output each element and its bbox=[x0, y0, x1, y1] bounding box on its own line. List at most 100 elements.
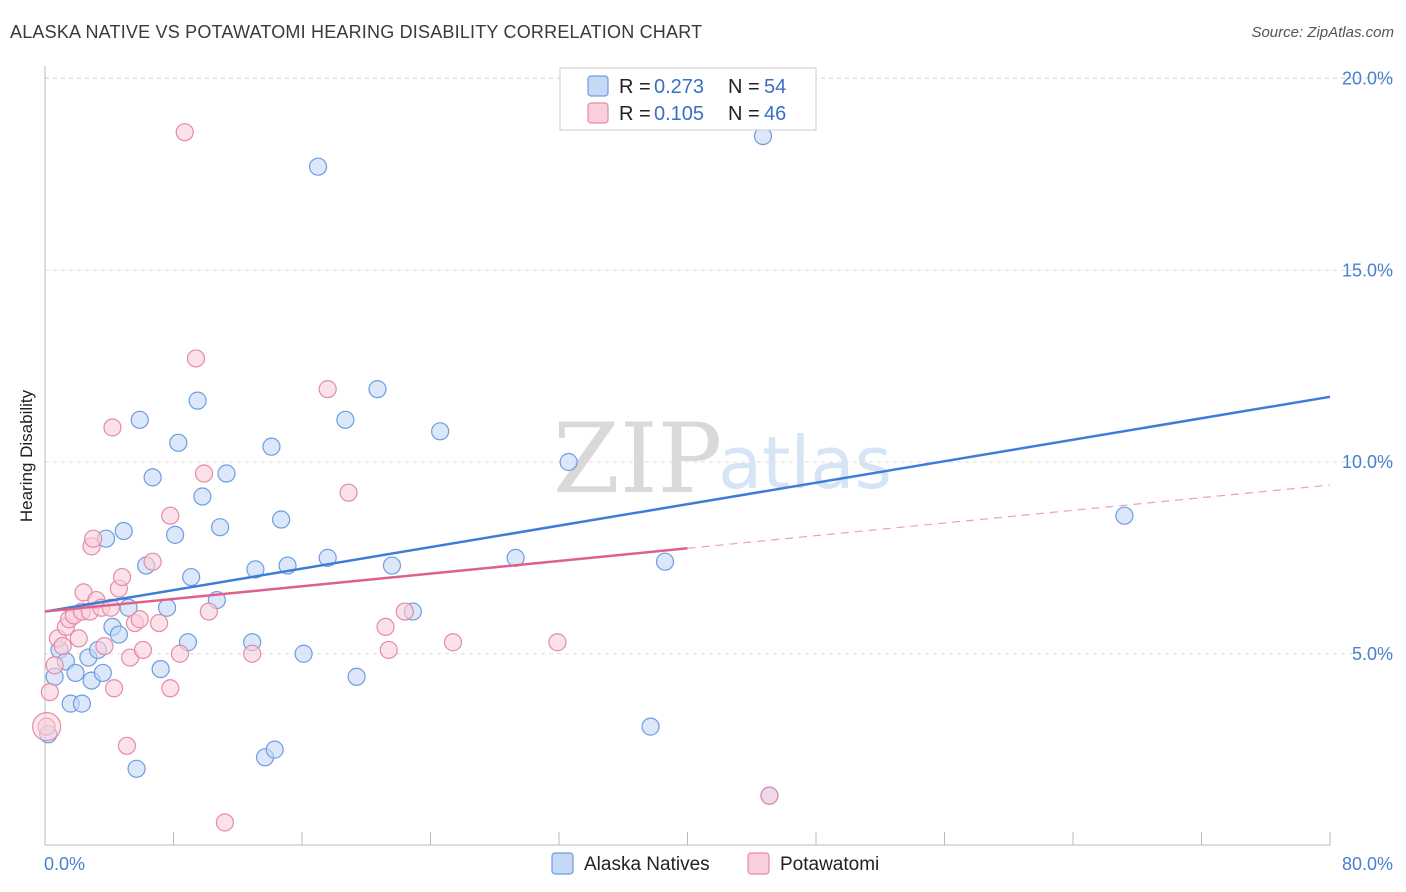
y-axis-title: Hearing Disability bbox=[17, 389, 36, 522]
alaska-natives-point bbox=[641, 717, 660, 736]
alaska-natives-point bbox=[655, 552, 675, 571]
alaska-natives-point bbox=[157, 598, 177, 617]
alaska-natives-point bbox=[66, 663, 85, 683]
potawatomi-point bbox=[186, 349, 206, 368]
alaska-natives-point bbox=[1115, 506, 1134, 525]
alaska-natives-point bbox=[109, 625, 128, 644]
alaska-natives-point bbox=[72, 694, 92, 713]
alaska-natives-point bbox=[347, 667, 366, 686]
potawatomi-point bbox=[104, 679, 124, 698]
source-label: Source: ZipAtlas.com bbox=[1251, 24, 1394, 41]
alaska-natives-point bbox=[368, 380, 387, 399]
bottom-legend: Alaska Natives Potawatomi bbox=[551, 852, 879, 875]
potawatomi-point bbox=[318, 380, 337, 399]
alaska-natives-point bbox=[151, 659, 170, 679]
potawatomi-point bbox=[175, 123, 194, 142]
watermark-atlas: atlas bbox=[718, 421, 892, 505]
alaska-natives-point bbox=[559, 452, 578, 472]
alaska-natives-point bbox=[127, 759, 146, 778]
potawatomi-point bbox=[45, 656, 64, 675]
alaska-natives-point bbox=[308, 157, 328, 176]
potawatomi-point bbox=[117, 736, 137, 755]
y-tick-label: 15.0% bbox=[1342, 260, 1393, 280]
alaska-natives-point bbox=[318, 548, 337, 567]
potawatomi-point bbox=[103, 418, 122, 437]
y-tick-label: 20.0% bbox=[1342, 69, 1393, 89]
potawatomi-point bbox=[95, 636, 114, 656]
bottom-legend-swatch-potawatomi bbox=[747, 852, 770, 875]
alaska-natives-point bbox=[265, 740, 284, 759]
legend-swatch-potawatomi bbox=[587, 102, 609, 124]
trend-lines bbox=[44, 395, 1331, 613]
potawatomi-point bbox=[215, 813, 234, 832]
alaska-natives-point bbox=[143, 468, 162, 487]
potawatomi-point bbox=[40, 682, 59, 702]
potawatomi-point bbox=[339, 483, 358, 502]
potawatomi-point bbox=[84, 529, 103, 548]
watermark: ZIP atlas bbox=[553, 403, 892, 515]
potawatomi-point bbox=[53, 636, 72, 656]
potawatomi-point bbox=[376, 617, 395, 637]
x-tick-labels: 0.0% 80.0% bbox=[44, 854, 1393, 874]
y-tick-labels: 5.0% 10.0% 15.0% 20.0% bbox=[1342, 69, 1393, 664]
potawatomi-point bbox=[133, 640, 153, 660]
potawatomi-point bbox=[243, 644, 262, 663]
alaska-natives-point bbox=[217, 464, 236, 483]
potawatomi-trend-line-extension bbox=[687, 484, 1331, 549]
alaska-natives-point bbox=[431, 422, 450, 441]
alaska-natives-point bbox=[246, 560, 265, 579]
y-tick-label: 10.0% bbox=[1342, 452, 1393, 472]
potawatomi-point bbox=[443, 633, 463, 652]
potawatomi-point bbox=[130, 610, 149, 629]
bottom-legend-label-alaska-natives: Alaska Natives bbox=[584, 854, 710, 875]
x-tick-label: 80.0% bbox=[1342, 854, 1393, 874]
potawatomi-point bbox=[149, 613, 169, 633]
potawatomi-point bbox=[69, 629, 88, 648]
alaska-natives-point bbox=[166, 525, 185, 544]
bottom-legend-swatch-alaska-natives bbox=[551, 852, 574, 875]
chart-title: ALASKA NATIVE VS POTAWATOMI HEARING DISA… bbox=[10, 22, 703, 42]
alaska-natives-point bbox=[336, 410, 355, 429]
potawatomi-point bbox=[395, 602, 414, 621]
legend-r-value-potawatomi: 0.105 bbox=[654, 103, 704, 125]
x-tick-label: 0.0% bbox=[44, 854, 85, 874]
potawatomi-point bbox=[548, 633, 567, 652]
legend-n-label: N = bbox=[728, 76, 760, 98]
alaska-natives-points bbox=[39, 126, 1134, 805]
alaska-natives-point bbox=[294, 644, 313, 663]
potawatomi-point bbox=[112, 567, 132, 587]
potawatomi-point bbox=[143, 552, 162, 571]
potawatomi-point bbox=[170, 644, 190, 663]
watermark-zip: ZIP bbox=[553, 403, 722, 515]
potawatomi-point bbox=[760, 786, 779, 805]
legend-r-value-alaska-natives: 0.273 bbox=[654, 76, 704, 98]
potawatomi-trend-line bbox=[44, 547, 688, 613]
legend-r-label: R = bbox=[619, 76, 651, 98]
potawatomi-point bbox=[161, 506, 180, 525]
alaska-natives-point bbox=[193, 487, 212, 506]
y-tick-label: 5.0% bbox=[1352, 644, 1393, 664]
potawatomi-point bbox=[194, 464, 214, 483]
alaska-natives-trend-line bbox=[44, 395, 1331, 613]
alaska-natives-point bbox=[182, 567, 201, 587]
potawatomi-point bbox=[379, 640, 398, 660]
alaska-natives-point bbox=[130, 410, 149, 429]
bottom-legend-label-potawatomi: Potawatomi bbox=[780, 854, 879, 875]
legend-n-label: N = bbox=[728, 103, 760, 125]
alaska-natives-point bbox=[93, 663, 112, 683]
legend-r-label: R = bbox=[619, 103, 651, 125]
alaska-natives-point bbox=[272, 510, 291, 529]
legend-n-value-alaska-natives: 54 bbox=[764, 76, 786, 98]
legend-swatch-alaska-natives bbox=[587, 75, 609, 97]
potawatomi-point bbox=[199, 602, 218, 621]
alaska-natives-point bbox=[262, 437, 281, 456]
potawatomi-points bbox=[32, 123, 779, 832]
alaska-natives-point bbox=[169, 433, 188, 452]
legend-n-value-potawatomi: 46 bbox=[764, 103, 786, 125]
alaska-natives-point bbox=[188, 391, 207, 410]
alaska-natives-point bbox=[210, 518, 230, 537]
alaska-natives-point bbox=[114, 521, 133, 541]
potawatomi-point-large bbox=[32, 712, 62, 742]
alaska-natives-point bbox=[382, 556, 402, 575]
